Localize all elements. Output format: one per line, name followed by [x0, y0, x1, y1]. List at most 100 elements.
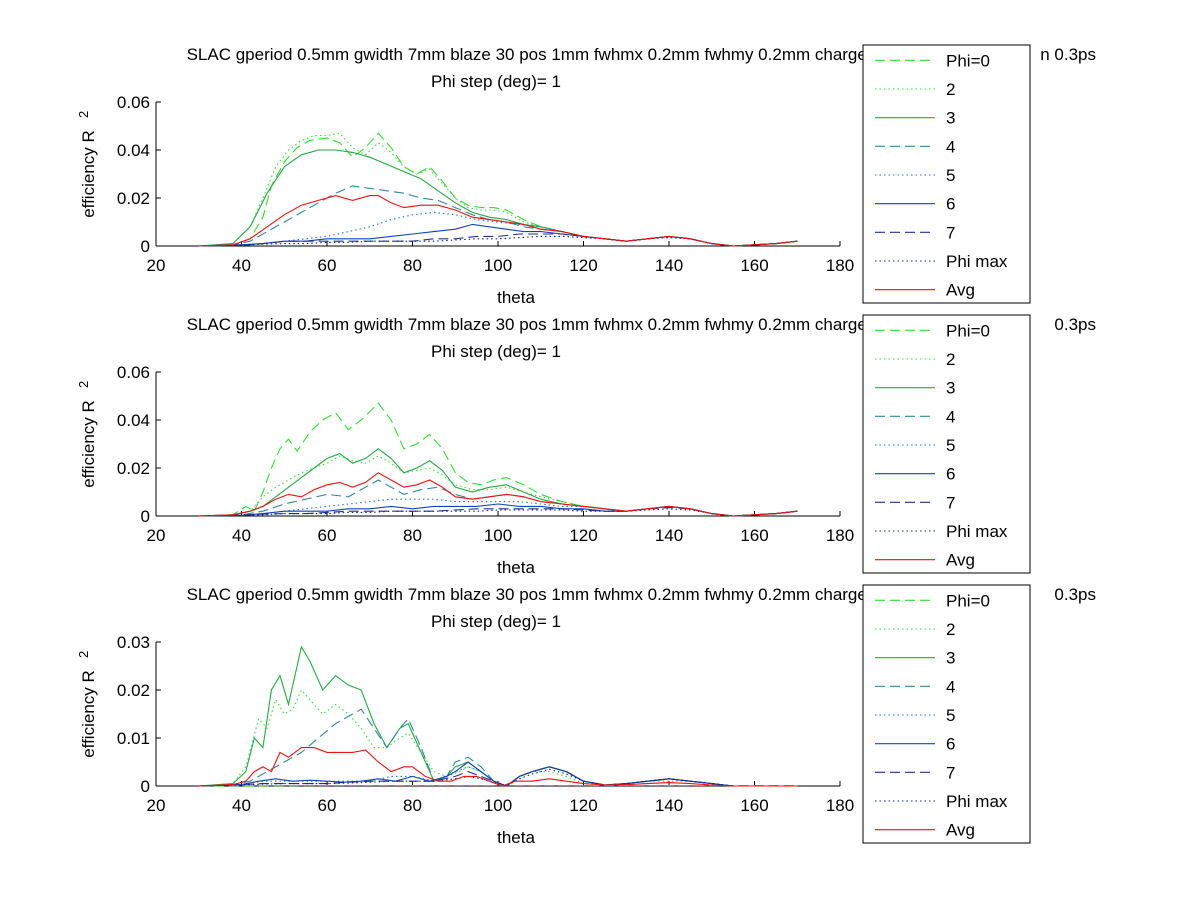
series-line-9 — [198, 472, 798, 517]
y-tick-label: 0.04 — [117, 411, 150, 430]
legend-entry: Phi=0 — [946, 321, 990, 340]
chart-title: SLAC gperiod 0.5mm gwidth 7mm blaze 30 p… — [187, 585, 910, 604]
series-line-8 — [198, 235, 798, 247]
x-tick-label: 80 — [403, 256, 422, 275]
y-axis-label-superscript: 2 — [76, 381, 91, 388]
y-tick-label: 0.03 — [117, 633, 150, 652]
legend-entry: 5 — [946, 436, 955, 455]
legend-entry: 2 — [946, 350, 955, 369]
legend-entry: 7 — [946, 223, 955, 242]
y-axis-label: efficiency R — [79, 400, 98, 488]
x-tick-label: 80 — [403, 796, 422, 815]
x-tick-label: 160 — [740, 526, 768, 545]
series-line-9 — [198, 195, 798, 247]
legend-entry: 6 — [946, 195, 955, 214]
legend: Phi=0 2 3 4 5 6 7 Phi max Avg — [862, 314, 1031, 574]
legend-entry: Phi=0 — [946, 51, 990, 70]
chart-title-tail: 0.3ps — [1054, 315, 1096, 334]
x-tick-label: 100 — [484, 256, 512, 275]
y-axis-label-superscript: 2 — [76, 651, 91, 658]
legend-entry: 7 — [946, 763, 955, 782]
x-tick-label: 160 — [740, 256, 768, 275]
series-line-2 — [198, 132, 798, 247]
legend-box — [862, 314, 1031, 574]
chart-subtitle: Phi step (deg)= 1 — [431, 612, 561, 631]
x-tick-label: 60 — [318, 256, 337, 275]
y-tick-label: 0.01 — [117, 729, 150, 748]
y-tick-label: 0.02 — [117, 681, 150, 700]
y-tick-label: 0 — [141, 237, 150, 256]
legend-entry: 4 — [946, 137, 955, 156]
legend-entry: 5 — [946, 706, 955, 725]
y-axis-label-superscript: 2 — [76, 111, 91, 118]
y-axis-label: efficiency R — [79, 670, 98, 758]
x-tick-label: 40 — [232, 796, 251, 815]
y-tick-label: 0.06 — [117, 363, 150, 382]
legend-entry: 3 — [946, 649, 955, 668]
legend-entry: 5 — [946, 166, 955, 185]
legend-entry: 4 — [946, 407, 955, 426]
x-tick-label: 120 — [569, 256, 597, 275]
series-line-4 — [198, 185, 798, 247]
x-axis-label: theta — [497, 558, 535, 577]
chart-title: SLAC gperiod 0.5mm gwidth 7mm blaze 30 p… — [187, 315, 910, 334]
legend-entry: Avg — [946, 551, 975, 570]
x-tick-label: 100 — [484, 796, 512, 815]
x-tick-label: 160 — [740, 796, 768, 815]
x-tick-label: 140 — [655, 256, 683, 275]
legend: Phi=0 2 3 4 5 6 7 Phi max Avg — [862, 44, 1031, 304]
x-tick-label: 20 — [147, 256, 166, 275]
y-tick-label: 0.06 — [117, 93, 150, 112]
legend-entry: Phi max — [946, 522, 1008, 541]
legend-entry: 2 — [946, 80, 955, 99]
chart-title-tail: 0.3ps — [1054, 585, 1096, 604]
y-tick-label: 0 — [141, 777, 150, 796]
legend-entry: Phi max — [946, 252, 1008, 271]
x-tick-label: 40 — [232, 256, 251, 275]
y-tick-label: 0.04 — [117, 141, 150, 160]
y-tick-label: 0.02 — [117, 189, 150, 208]
series-line-8 — [198, 508, 798, 517]
legend-entry: 2 — [946, 620, 955, 639]
x-tick-label: 140 — [655, 526, 683, 545]
x-tick-label: 20 — [147, 796, 166, 815]
legend: Phi=0 2 3 4 5 6 7 Phi max Avg — [862, 584, 1031, 844]
series-line-6 — [198, 761, 798, 787]
chart-panel-2: 20 40 60 80 100 120 140 160 180 0 0.02 0.04 0.06 thet… — [76, 314, 1096, 577]
x-tick-label: 180 — [826, 526, 854, 545]
x-tick-label: 80 — [403, 526, 422, 545]
x-tick-label: 100 — [484, 526, 512, 545]
series-line-8 — [198, 768, 798, 787]
x-tick-label: 180 — [826, 796, 854, 815]
x-tick-label: 120 — [569, 526, 597, 545]
legend-entry: 6 — [946, 735, 955, 754]
series-line-9 — [198, 747, 798, 787]
x-axis-label: theta — [497, 828, 535, 847]
x-axis-label: theta — [497, 288, 535, 307]
legend-entry: 7 — [946, 493, 955, 512]
legend-entry: Phi max — [946, 792, 1008, 811]
series-line-1 — [198, 402, 798, 517]
chart-panel-1: 20 40 60 80 100 120 140 160 180 0 0.02 0.04 0.06 thet… — [76, 44, 1096, 307]
x-tick-label: 40 — [232, 526, 251, 545]
legend-entry: Avg — [946, 821, 975, 840]
legend-box — [862, 44, 1031, 304]
legend-entry: 3 — [946, 109, 955, 128]
x-tick-label: 180 — [826, 256, 854, 275]
chart-subtitle: Phi step (deg)= 1 — [431, 72, 561, 91]
series-line-3 — [198, 448, 798, 517]
legend-entry: Phi=0 — [946, 591, 990, 610]
y-axis-label: efficiency R — [79, 130, 98, 218]
y-tick-label: 0 — [141, 507, 150, 526]
x-tick-label: 60 — [318, 796, 337, 815]
legend-entry: 4 — [946, 677, 955, 696]
chart-subtitle: Phi step (deg)= 1 — [431, 342, 561, 361]
chart-title-tail: n 0.3ps — [1040, 45, 1096, 64]
chart-panel-3: 20 40 60 80 100 120 140 160 180 0 0.01 0.02 0.03 thet… — [76, 584, 1096, 847]
legend-entry: 6 — [946, 465, 955, 484]
x-tick-label: 140 — [655, 796, 683, 815]
x-tick-label: 120 — [569, 796, 597, 815]
legend-entry: 3 — [946, 379, 955, 398]
series-line-3 — [198, 645, 798, 787]
